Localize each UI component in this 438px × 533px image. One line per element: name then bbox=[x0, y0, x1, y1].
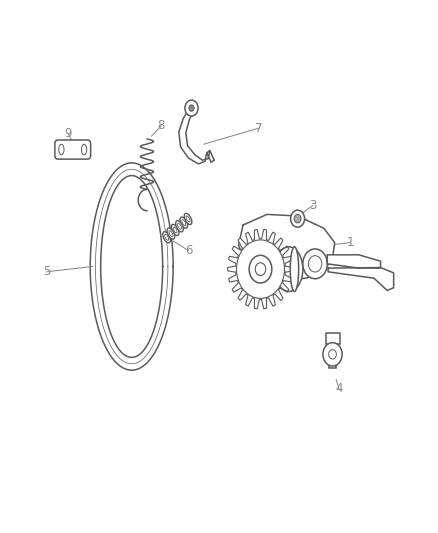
Circle shape bbox=[237, 240, 285, 298]
Text: 4: 4 bbox=[336, 382, 343, 395]
Polygon shape bbox=[327, 255, 381, 268]
Ellipse shape bbox=[169, 231, 173, 237]
Circle shape bbox=[185, 100, 198, 116]
Circle shape bbox=[323, 343, 342, 366]
Circle shape bbox=[303, 249, 327, 279]
FancyBboxPatch shape bbox=[55, 140, 91, 159]
Ellipse shape bbox=[180, 217, 187, 228]
Text: 6: 6 bbox=[185, 244, 192, 257]
Ellipse shape bbox=[171, 224, 179, 236]
Ellipse shape bbox=[163, 232, 170, 243]
Circle shape bbox=[255, 263, 266, 276]
Ellipse shape bbox=[275, 247, 303, 292]
Ellipse shape bbox=[81, 144, 87, 155]
Ellipse shape bbox=[184, 213, 192, 224]
Circle shape bbox=[189, 105, 194, 111]
Circle shape bbox=[294, 214, 301, 223]
Ellipse shape bbox=[186, 216, 190, 222]
Ellipse shape bbox=[165, 235, 169, 240]
Text: 1: 1 bbox=[346, 236, 354, 249]
Ellipse shape bbox=[176, 221, 183, 232]
Text: 7: 7 bbox=[254, 122, 262, 135]
Ellipse shape bbox=[167, 228, 175, 239]
Ellipse shape bbox=[177, 223, 181, 229]
Ellipse shape bbox=[59, 144, 64, 155]
Text: 3: 3 bbox=[309, 199, 317, 212]
Text: 9: 9 bbox=[65, 127, 72, 140]
Ellipse shape bbox=[173, 227, 177, 233]
Circle shape bbox=[249, 255, 272, 283]
Circle shape bbox=[328, 350, 336, 359]
Text: 8: 8 bbox=[158, 119, 165, 132]
Circle shape bbox=[290, 210, 304, 227]
Text: 5: 5 bbox=[43, 265, 50, 278]
Ellipse shape bbox=[182, 220, 186, 225]
FancyBboxPatch shape bbox=[329, 344, 336, 368]
Polygon shape bbox=[228, 230, 293, 309]
Ellipse shape bbox=[290, 247, 299, 292]
Polygon shape bbox=[239, 214, 335, 280]
Circle shape bbox=[308, 256, 322, 272]
FancyBboxPatch shape bbox=[325, 333, 339, 344]
Polygon shape bbox=[328, 268, 394, 290]
